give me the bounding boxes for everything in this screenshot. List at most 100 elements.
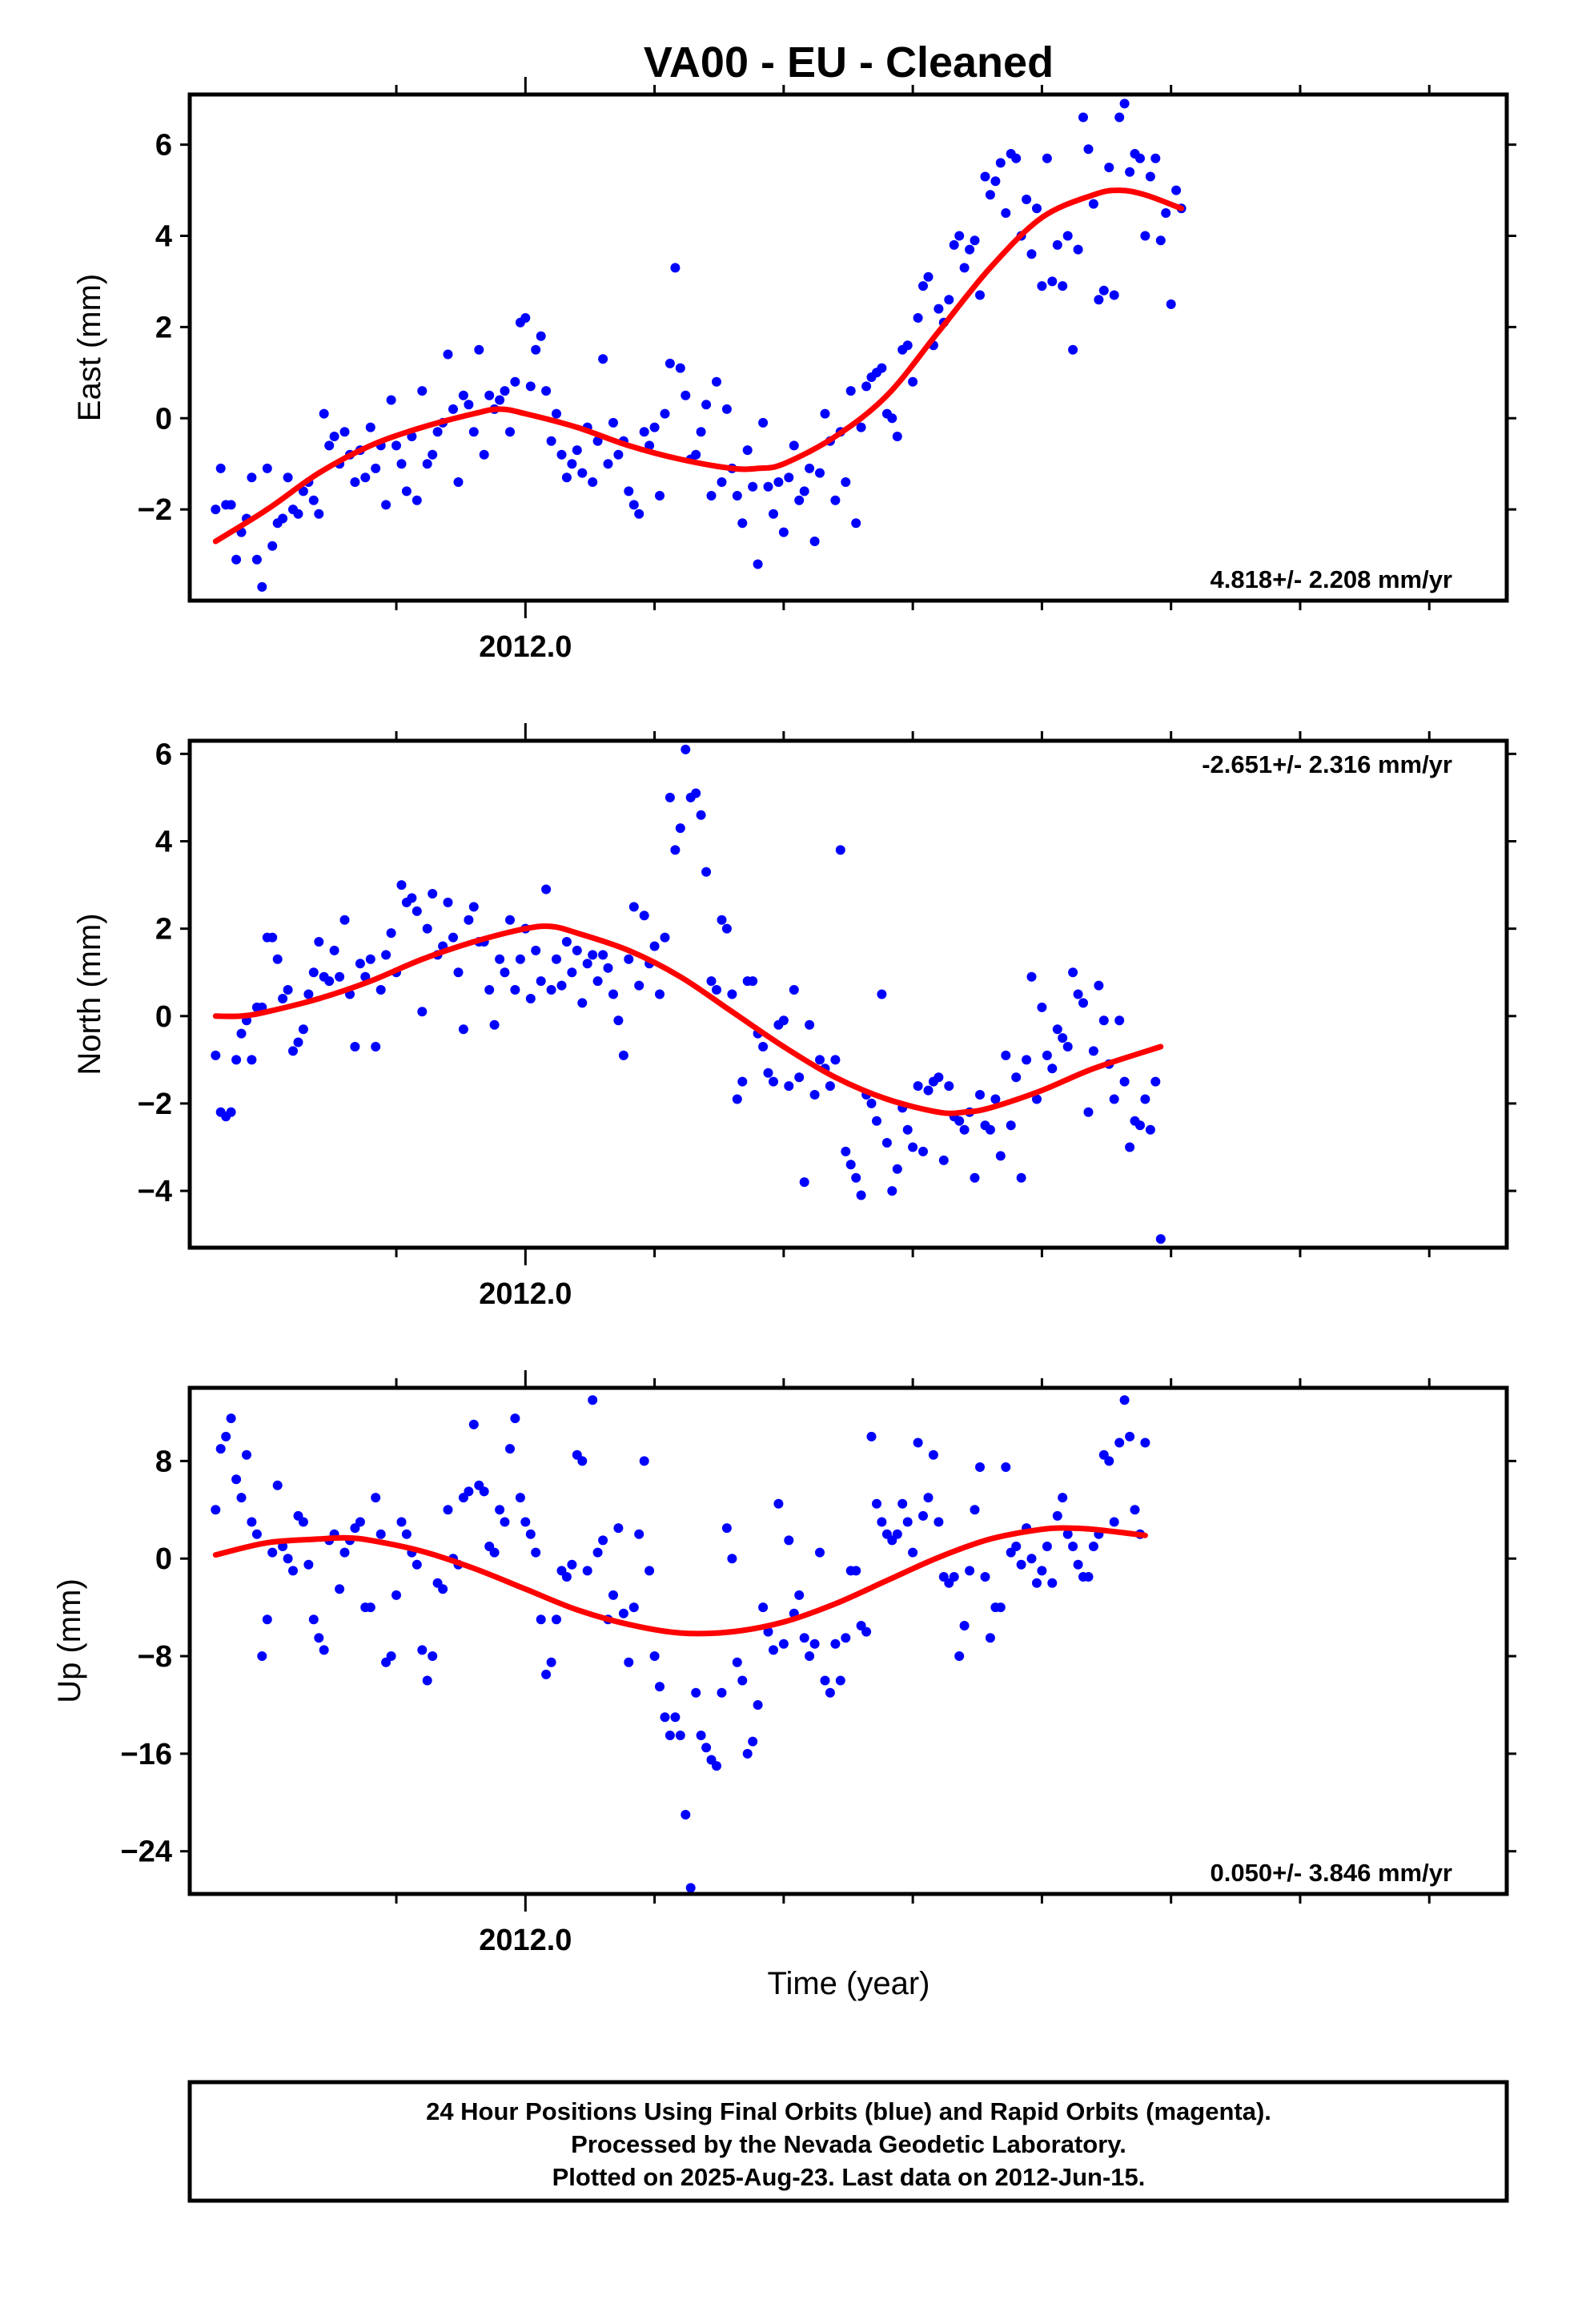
up-point-39 bbox=[412, 1559, 422, 1570]
up-point-66 bbox=[552, 1614, 561, 1625]
east-point-27 bbox=[350, 477, 360, 487]
east-point-111 bbox=[784, 472, 794, 483]
east-point-29 bbox=[360, 472, 371, 483]
up-point-128 bbox=[872, 1498, 881, 1509]
up-point-94 bbox=[696, 1731, 706, 1740]
north-ytick-label-2: 0 bbox=[155, 1000, 172, 1034]
up-point-165 bbox=[1062, 1529, 1073, 1539]
east-frame bbox=[187, 92, 1509, 603]
east-point-98 bbox=[717, 477, 727, 487]
north-point-61 bbox=[525, 994, 536, 1003]
east-point-94 bbox=[696, 427, 706, 437]
east-point-17 bbox=[298, 486, 308, 497]
east-point-153 bbox=[1001, 208, 1011, 218]
east-point-8 bbox=[251, 554, 262, 565]
east-point-109 bbox=[773, 477, 784, 487]
up-point-72 bbox=[582, 1566, 592, 1576]
up-point-106 bbox=[758, 1602, 769, 1613]
up-point-95 bbox=[701, 1743, 712, 1753]
up-point-114 bbox=[799, 1633, 809, 1643]
up-point-145 bbox=[959, 1621, 970, 1630]
up-point-14 bbox=[283, 1554, 293, 1564]
north-point-168 bbox=[1078, 998, 1088, 1008]
north-point-70 bbox=[572, 945, 582, 955]
east-point-173 bbox=[1104, 163, 1114, 173]
north-point-115 bbox=[805, 1019, 815, 1030]
up-point-118 bbox=[820, 1675, 830, 1686]
east-point-61 bbox=[525, 381, 536, 392]
north-ytick-label-0: −4 bbox=[138, 1175, 172, 1208]
east-point-96 bbox=[706, 491, 717, 501]
east-point-57 bbox=[505, 427, 515, 437]
east-point-99 bbox=[721, 404, 732, 414]
east-point-56 bbox=[500, 386, 510, 396]
east-point-75 bbox=[598, 354, 608, 364]
north-ytick-label-3: 2 bbox=[155, 913, 172, 947]
north-point-34 bbox=[386, 928, 396, 939]
up-point-115 bbox=[805, 1651, 815, 1661]
up-point-175 bbox=[1114, 1437, 1125, 1448]
east-point-114 bbox=[799, 486, 809, 497]
north-point-93 bbox=[691, 788, 701, 798]
east-point-134 bbox=[902, 340, 913, 351]
north-point-57 bbox=[505, 915, 515, 925]
east-point-34 bbox=[386, 395, 396, 405]
east-points bbox=[211, 99, 1186, 592]
up-point-32 bbox=[375, 1529, 386, 1539]
up-point-83 bbox=[639, 1456, 649, 1466]
up-point-119 bbox=[825, 1687, 835, 1698]
up-point-52 bbox=[479, 1486, 489, 1497]
east-point-118 bbox=[820, 408, 830, 419]
east-point-101 bbox=[732, 491, 742, 501]
up-point-109 bbox=[773, 1498, 784, 1509]
north-point-172 bbox=[1098, 1015, 1109, 1026]
north-point-15 bbox=[288, 1046, 298, 1056]
up-point-161 bbox=[1042, 1542, 1052, 1551]
north-point-4 bbox=[231, 1055, 242, 1065]
north-point-24 bbox=[335, 971, 345, 982]
up-point-31 bbox=[371, 1493, 381, 1503]
north-point-42 bbox=[428, 889, 438, 899]
north-point-28 bbox=[355, 959, 365, 969]
up-point-78 bbox=[613, 1523, 624, 1534]
north-point-167 bbox=[1073, 989, 1083, 999]
up-point-37 bbox=[401, 1529, 412, 1539]
north-point-81 bbox=[628, 902, 639, 912]
up-point-90 bbox=[675, 1731, 685, 1740]
up-y-axis-label: Up (mm) bbox=[52, 1578, 87, 1703]
up-ytick-label-0: −24 bbox=[121, 1835, 172, 1869]
up-point-74 bbox=[592, 1547, 603, 1558]
up-point-4 bbox=[231, 1474, 242, 1485]
east-point-71 bbox=[577, 468, 588, 478]
east-point-146 bbox=[965, 244, 975, 255]
east-point-143 bbox=[949, 239, 959, 250]
up-point-148 bbox=[975, 1462, 985, 1472]
east-point-164 bbox=[1058, 281, 1068, 292]
up-point-103 bbox=[742, 1748, 753, 1759]
east-point-43 bbox=[432, 427, 443, 437]
north-point-11 bbox=[267, 932, 278, 943]
east-point-126 bbox=[861, 381, 872, 392]
east-point-47 bbox=[453, 477, 464, 487]
up-point-176 bbox=[1119, 1395, 1130, 1405]
up-point-79 bbox=[618, 1608, 628, 1618]
up-point-164 bbox=[1058, 1493, 1068, 1503]
up-point-71 bbox=[577, 1456, 588, 1466]
east-point-124 bbox=[851, 518, 861, 529]
up-point-152 bbox=[995, 1602, 1006, 1613]
up-ytick-label-2: −8 bbox=[138, 1640, 172, 1674]
north-point-148 bbox=[975, 1090, 985, 1100]
east-ytick-label-3: 4 bbox=[155, 220, 172, 254]
east-point-180 bbox=[1140, 231, 1150, 241]
east-point-129 bbox=[877, 363, 887, 373]
north-point-36 bbox=[396, 880, 407, 891]
north-point-38 bbox=[407, 893, 417, 903]
north-point-141 bbox=[938, 1155, 949, 1165]
north-point-163 bbox=[1052, 1024, 1062, 1035]
north-point-99 bbox=[721, 923, 732, 934]
north-point-39 bbox=[412, 906, 422, 916]
east-point-105 bbox=[753, 559, 763, 569]
east-point-147 bbox=[970, 235, 980, 246]
east-ytick-label-4: 6 bbox=[155, 129, 172, 163]
north-point-153 bbox=[1001, 1050, 1011, 1060]
